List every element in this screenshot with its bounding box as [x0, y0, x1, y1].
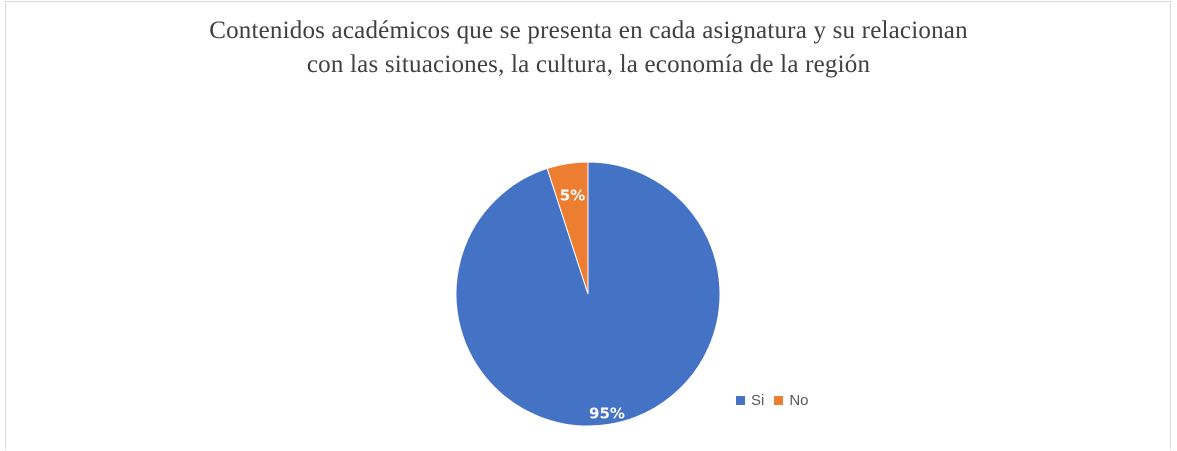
pie-slice-no — [546, 161, 589, 295]
chart-title-line-1: Contenidos académicos que se presenta en… — [209, 17, 968, 44]
chart-title: Contenidos académicos que se presenta en… — [0, 14, 1177, 82]
legend: Si No — [736, 392, 819, 409]
legend-label-si: Si — [751, 392, 765, 409]
data-label-si: 95% — [589, 404, 625, 422]
legend-item-si: Si — [736, 392, 764, 409]
legend-label-no: No — [789, 392, 809, 409]
data-label-no: 5% — [560, 187, 585, 205]
legend-swatch-no — [774, 396, 784, 405]
legend-swatch-si — [736, 396, 745, 405]
legend-item-no: No — [774, 392, 809, 409]
chart-title-line-2: con las situaciones, la cultura, la econ… — [306, 51, 871, 78]
